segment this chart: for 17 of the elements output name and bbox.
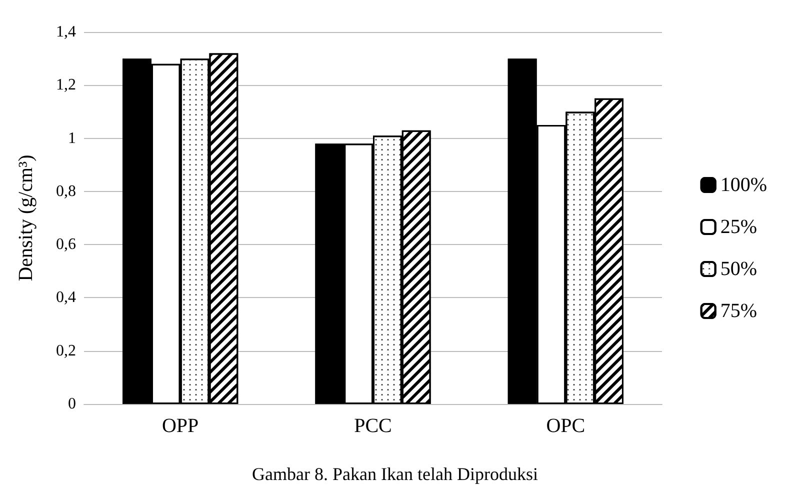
legend-label: 100% xyxy=(720,174,768,196)
y-tick-label: 0,4 xyxy=(56,289,76,306)
y-tick-label: 0,2 xyxy=(56,342,76,360)
legend-label: 25% xyxy=(720,216,758,238)
legend-label: 50% xyxy=(720,258,758,280)
x-tick-label: OPP xyxy=(162,415,199,437)
y-tick-label: 0,6 xyxy=(56,236,76,254)
x-tick-label: OPC xyxy=(546,415,586,437)
y-tick-label: 1 xyxy=(68,130,76,147)
y-tick-label: 0 xyxy=(68,396,76,412)
y-axis-title: Density (g/cm³) xyxy=(15,154,37,282)
y-tick-label: 1,2 xyxy=(56,76,76,94)
y-tick-label: 0,8 xyxy=(56,182,76,200)
x-tick-label: PCC xyxy=(354,415,392,437)
y-tick-label: 1,4 xyxy=(56,24,76,40)
legend-label: 75% xyxy=(720,300,758,322)
text: Gambar 8. Pakan Ikan telah Diproduksi xyxy=(252,464,538,484)
